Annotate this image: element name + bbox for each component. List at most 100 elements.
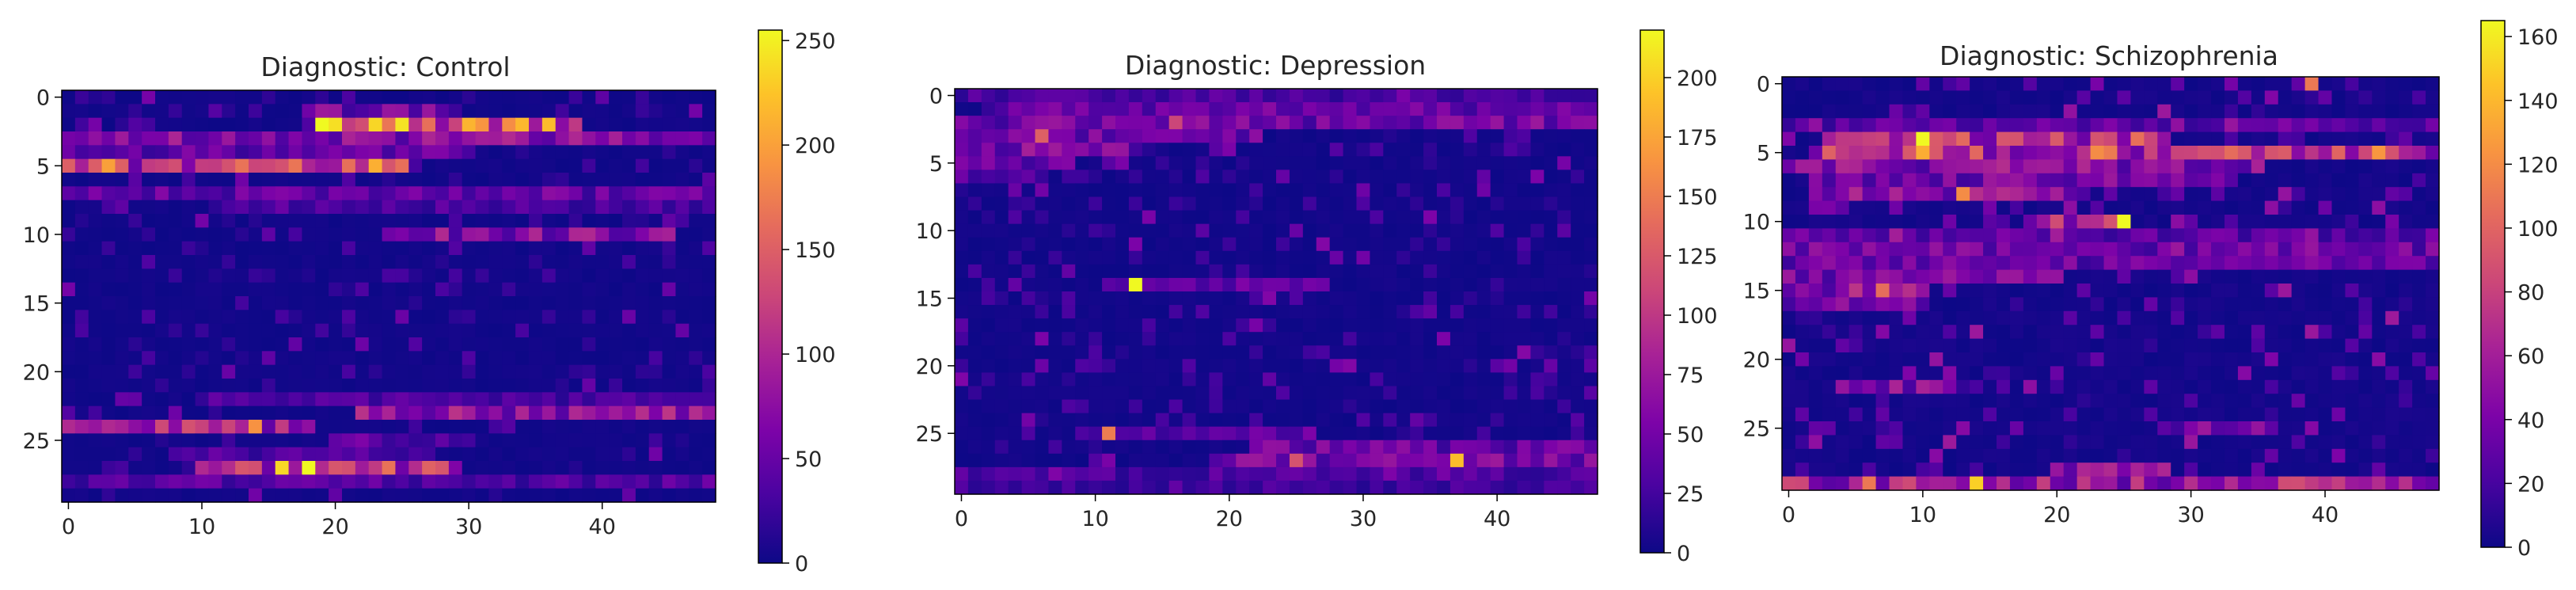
heatmap-cell xyxy=(1503,426,1518,441)
heatmap-cell xyxy=(2157,200,2171,215)
heatmap-cell xyxy=(1102,466,1116,482)
heatmap-cell xyxy=(1075,386,1089,401)
heatmap-cell xyxy=(662,323,677,338)
heatmap-cell xyxy=(115,379,129,393)
heatmap-cell xyxy=(1356,318,1371,333)
heatmap-cell xyxy=(2372,310,2386,325)
heatmap-cell xyxy=(1035,143,1050,157)
heatmap-cell xyxy=(1289,250,1304,265)
heatmap-cell xyxy=(1236,413,1250,428)
heatmap-cell xyxy=(1530,210,1544,225)
heatmap-cell xyxy=(1916,448,1930,463)
heatmap-cell xyxy=(315,461,329,475)
heatmap-cell xyxy=(2385,200,2399,215)
heatmap-cell xyxy=(1889,256,1904,271)
heatmap-cell xyxy=(1089,89,1103,103)
heatmap-cell xyxy=(275,433,290,448)
heatmap-cell xyxy=(2251,310,2266,325)
heatmap-cell xyxy=(1195,359,1210,373)
heatmap-cell xyxy=(1544,291,1558,306)
heatmap-cell xyxy=(1370,183,1384,198)
y-tick-label: 15 xyxy=(916,287,943,312)
heatmap-cell xyxy=(1128,237,1143,252)
heatmap-cell xyxy=(235,351,249,366)
heatmap-cell xyxy=(1490,156,1505,170)
heatmap-cell xyxy=(1795,146,1810,160)
heatmap-cell xyxy=(2009,338,2024,353)
heatmap-cell xyxy=(2023,256,2038,271)
heatmap-cell xyxy=(1035,332,1050,346)
heatmap-cell xyxy=(488,296,503,310)
heatmap-cell xyxy=(1808,448,1823,463)
heatmap-cell xyxy=(1889,215,1904,229)
heatmap-cell xyxy=(515,337,530,352)
heatmap-cell xyxy=(502,474,516,489)
heatmap-cell xyxy=(2237,228,2252,243)
heatmap-cell xyxy=(2144,269,2158,284)
heatmap-cell xyxy=(368,117,383,132)
heatmap-cell xyxy=(2278,435,2293,450)
heatmap-cell xyxy=(702,405,716,421)
heatmap-cell xyxy=(675,461,690,475)
heatmap-cell xyxy=(1089,386,1103,401)
heatmap-cell xyxy=(2345,338,2359,353)
heatmap-cell xyxy=(208,379,222,393)
heatmap-cell xyxy=(1329,143,1344,157)
heatmap-cell xyxy=(1875,159,1890,174)
heatmap-cell xyxy=(1302,332,1317,346)
heatmap-cell xyxy=(1929,159,1943,174)
heatmap-cell xyxy=(2358,228,2373,243)
heatmap-cell xyxy=(1048,250,1062,265)
heatmap-cell xyxy=(1089,264,1103,279)
heatmap-cell xyxy=(2103,146,2118,160)
heatmap-cell xyxy=(1182,210,1197,225)
heatmap-cell xyxy=(142,461,156,475)
heatmap-cell xyxy=(1302,196,1317,211)
heatmap-cell xyxy=(1490,210,1505,225)
heatmap-cell xyxy=(1423,466,1438,482)
heatmap-cell xyxy=(2237,159,2252,174)
heatmap-cell xyxy=(368,131,383,146)
heatmap-cell xyxy=(1142,413,1157,428)
heatmap-cell xyxy=(609,351,623,366)
heatmap-cell xyxy=(1102,143,1116,157)
heatmap-cell xyxy=(689,268,703,284)
heatmap-cell xyxy=(1155,359,1170,373)
heatmap-cell xyxy=(1943,462,1957,478)
heatmap-cell xyxy=(235,268,249,284)
heatmap-cell xyxy=(2076,77,2092,91)
heatmap-cell xyxy=(2251,284,2266,298)
heatmap-cell xyxy=(475,268,490,284)
heatmap-cell xyxy=(2211,394,2225,409)
heatmap-cell xyxy=(74,323,89,338)
heatmap-cell xyxy=(1329,318,1344,333)
heatmap-cell xyxy=(2278,228,2293,243)
heatmap-cell xyxy=(1155,196,1170,211)
heatmap-cell xyxy=(475,405,490,421)
heatmap-cell xyxy=(315,405,329,421)
heatmap-cell xyxy=(62,131,76,146)
heatmap-cell xyxy=(648,488,663,503)
heatmap-cell xyxy=(2171,77,2185,91)
heatmap-cell xyxy=(1571,466,1585,482)
heatmap-cell xyxy=(342,241,356,256)
heatmap-cell xyxy=(1490,196,1505,211)
heatmap-cell xyxy=(101,241,116,256)
heatmap-cell xyxy=(2184,90,2198,105)
heatmap-cell xyxy=(368,186,383,201)
heatmap-cell xyxy=(1943,379,1957,394)
heatmap-cell xyxy=(1356,102,1371,116)
heatmap-cell xyxy=(1249,318,1263,333)
heatmap-cell xyxy=(1263,156,1277,170)
heatmap-cell xyxy=(2426,146,2440,160)
heatmap-cell xyxy=(1075,143,1089,157)
heatmap-cell xyxy=(235,310,249,325)
heatmap-cell xyxy=(582,241,596,256)
heatmap-cell xyxy=(2050,90,2065,105)
heatmap-cell xyxy=(1795,352,1810,367)
heatmap-cell xyxy=(1584,386,1598,401)
heatmap-cell xyxy=(1476,264,1491,279)
heatmap-cell xyxy=(368,90,383,105)
heatmap-cell xyxy=(994,277,1009,292)
heatmap-cell xyxy=(475,104,490,119)
